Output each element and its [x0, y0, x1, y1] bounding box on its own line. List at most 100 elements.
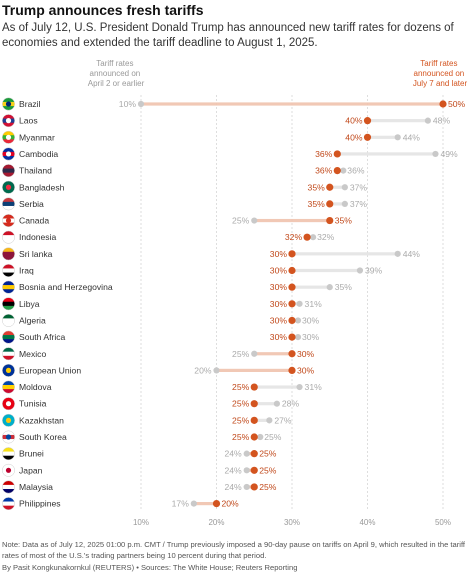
brazil-flag: [2, 97, 15, 111]
new-rate-label: 25%: [259, 449, 277, 459]
row-indonesia: Indonesia 32% 32%: [2, 230, 335, 244]
new-rate-dot: [288, 283, 296, 291]
old-rate-dot: [340, 167, 347, 174]
serbia-flag: [2, 197, 15, 211]
row-bangladesh: Bangladesh 35% 37%: [2, 180, 367, 194]
old-rate-dot: [251, 217, 258, 224]
new-rate-label: 40%: [345, 132, 363, 142]
old-rate-dot: [394, 134, 401, 141]
change-band: [141, 102, 443, 106]
old-rate-label: 24%: [224, 465, 242, 475]
new-rate-dot: [288, 300, 296, 308]
old-rate-label: 24%: [224, 482, 242, 492]
change-band: [329, 202, 345, 206]
tunisia-flag: [2, 397, 15, 410]
new-rate-dot: [326, 183, 334, 191]
country-label: Moldova: [19, 382, 52, 392]
new-rate-label: 30%: [297, 365, 315, 375]
row-japan: Japan 25% 24%: [2, 463, 277, 477]
new-rate-label: 36%: [315, 149, 333, 159]
old-rate-dot: [341, 200, 348, 207]
new-rate-label: 25%: [259, 465, 277, 475]
change-band: [367, 119, 428, 123]
row-algeria: Algeria 30% 30%: [2, 314, 320, 327]
new-rate-dot: [326, 200, 334, 208]
old-rate-dot: [432, 150, 439, 158]
old-rate-dot: [266, 417, 273, 424]
country-label: Tunisia: [19, 399, 47, 409]
new-rate-dot: [288, 266, 296, 275]
laos-flag: [2, 114, 15, 127]
country-label: Libya: [19, 299, 40, 309]
old-rate-label: 30%: [302, 332, 320, 342]
new-rate-label: 20%: [222, 499, 240, 509]
x-tick-label: 30%: [284, 518, 300, 527]
new-rate-label: 35%: [308, 182, 326, 192]
japan-flag: [2, 464, 15, 477]
change-band: [292, 302, 300, 306]
myanmar-flag: [2, 131, 15, 144]
change-band: [337, 152, 436, 156]
country-label: Sri lanka: [19, 249, 53, 259]
new-rate-label: 40%: [345, 116, 363, 126]
old-rate-dot: [341, 184, 348, 191]
old-rate-label: 25%: [232, 349, 250, 359]
old-rate-dot: [273, 400, 280, 407]
country-label: Philippines: [19, 499, 61, 509]
old-rate-dot: [356, 267, 364, 274]
row-tunisia: Tunisia 25% 28%: [2, 397, 299, 411]
row-mexico: Mexico 30% 25%: [2, 347, 315, 361]
old-rate-label: 25%: [232, 216, 250, 226]
old-rate-dot: [243, 467, 250, 474]
old-rate-dot: [251, 350, 258, 357]
old-rate-label: 25%: [264, 432, 282, 442]
country-label: Bangladesh: [19, 182, 65, 192]
old-rate-label: 31%: [305, 382, 323, 392]
new-rate-dot: [250, 400, 258, 408]
change-band: [254, 352, 292, 356]
libya-flag: [2, 297, 15, 310]
country-label: Serbia: [19, 199, 44, 209]
x-tick-label: 10%: [133, 518, 149, 527]
new-rate-dot: [333, 167, 341, 175]
old-rate-dot: [257, 433, 264, 441]
new-rate-label: 25%: [232, 432, 250, 442]
new-rate-dot: [288, 350, 296, 358]
new-rate-dot: [288, 333, 296, 341]
new-rate-dot: [288, 316, 296, 325]
old-rate-dot: [213, 367, 220, 374]
new-rate-label: 32%: [285, 232, 303, 242]
country-label: Canada: [19, 216, 49, 226]
row-sri-lanka: Sri lanka 30% 44%: [2, 247, 420, 261]
legend-old-line-2: announced on: [90, 69, 141, 78]
old-rate-label: 24%: [224, 449, 242, 459]
old-rate-dot: [294, 334, 302, 341]
new-rate-dot: [250, 433, 258, 441]
country-label: Algeria: [19, 315, 46, 325]
new-rate-dot: [439, 100, 447, 108]
old-rate-label: 48%: [433, 116, 451, 126]
change-band: [329, 185, 345, 189]
south-africa-flag: [2, 330, 15, 344]
new-rate-label: 30%: [270, 249, 288, 259]
old-rate-dot: [326, 284, 333, 291]
cambodia-flag: [2, 147, 15, 161]
chart-title: Trump announces fresh tariffs: [2, 2, 204, 18]
row-philippines: Philippines 20% 17%: [2, 497, 240, 511]
row-brazil: Brazil 50% 10%: [2, 97, 466, 111]
new-rate-dot: [363, 117, 372, 125]
sri-lanka-flag: [2, 247, 15, 261]
legend-old-label: Tariff rates announced on April 2 or ear…: [88, 59, 145, 88]
old-rate-label: 49%: [440, 149, 458, 159]
legend-old-line-1: Tariff rates: [96, 59, 133, 68]
old-rate-dot: [137, 100, 145, 108]
row-european-union: European Union 30% 20%: [2, 363, 315, 377]
chart-credit: By Pasit Kongkunakornkul (REUTERS) • Sou…: [2, 563, 298, 572]
change-band: [254, 385, 300, 389]
new-rate-label: 30%: [270, 299, 288, 309]
new-rate-label: 35%: [308, 199, 326, 209]
new-rate-label: 30%: [270, 332, 288, 342]
country-label: Japan: [19, 465, 43, 475]
south-korea-flag: [2, 430, 15, 444]
